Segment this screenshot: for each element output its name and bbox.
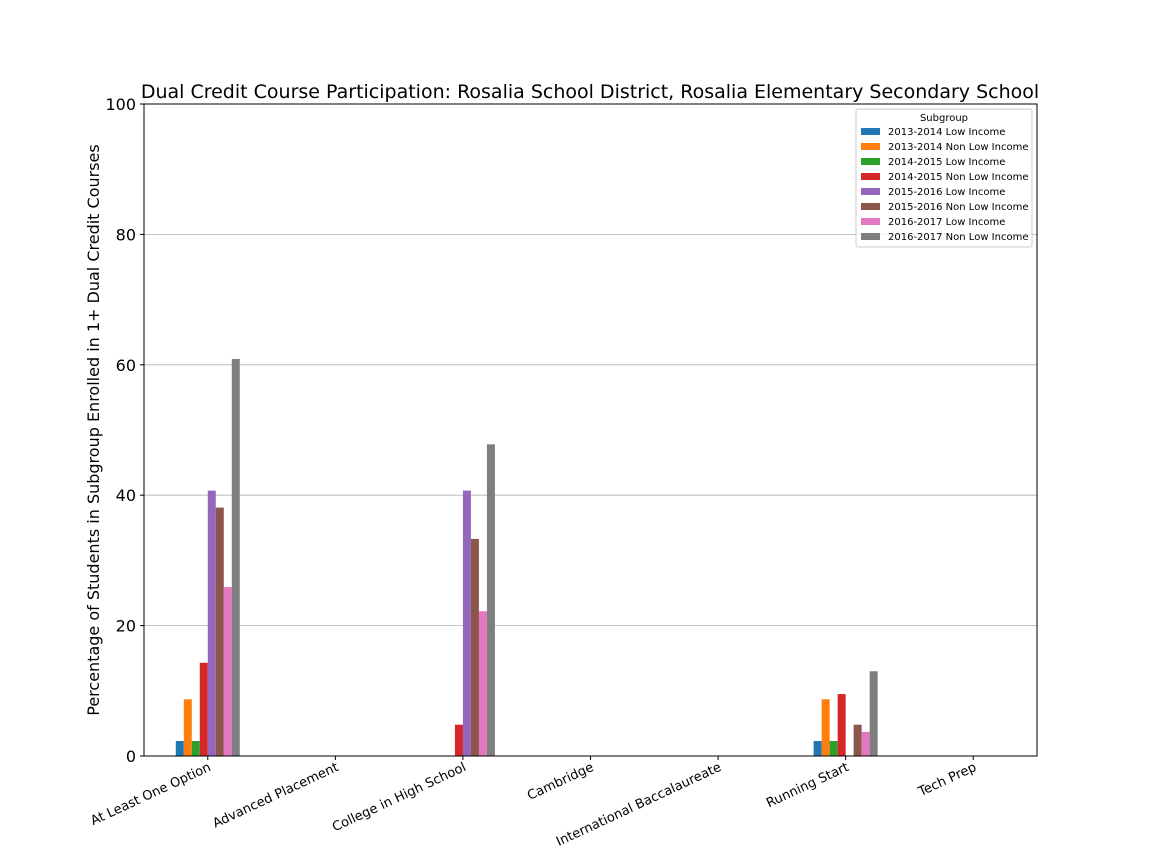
bar <box>853 724 862 756</box>
y-tick-label: 20 <box>116 617 136 636</box>
bar <box>207 490 216 756</box>
bar <box>821 699 830 756</box>
bar <box>470 538 479 756</box>
legend-entry: 2014-2015 Low Income <box>888 157 1005 168</box>
bar <box>175 741 184 756</box>
legend-swatch <box>861 158 880 165</box>
x-tick-label: Cambridge <box>525 760 596 804</box>
bar <box>869 671 878 756</box>
y-axis-label: Percentage of Students in Subgroup Enrol… <box>84 144 103 715</box>
y-tick-label: 100 <box>105 95 136 114</box>
bar <box>199 662 208 756</box>
bar <box>183 699 192 756</box>
bar <box>837 694 846 756</box>
legend-swatch <box>861 188 880 195</box>
x-tick-label: At Least One Option <box>89 760 214 829</box>
legend-entry: 2015-2016 Non Low Income <box>888 202 1028 213</box>
legend-entry: 2013-2014 Non Low Income <box>888 142 1028 153</box>
y-tick-label: 40 <box>116 486 136 505</box>
y-axis: 0 20 40 60 80 100 <box>105 95 144 766</box>
x-tick-label: Tech Prep <box>915 760 979 800</box>
bar <box>478 611 487 756</box>
chart-title: Dual Credit Course Participation: Rosali… <box>141 81 1039 103</box>
legend-entry: 2013-2014 Low Income <box>888 127 1005 138</box>
x-tick-label: Advanced Placement <box>211 760 341 831</box>
bar <box>829 741 838 756</box>
legend-entry: 2014-2015 Non Low Income <box>888 172 1028 183</box>
legend-entry: 2015-2016 Low Income <box>888 187 1005 198</box>
y-tick-label: 60 <box>116 356 136 375</box>
legend-swatch <box>861 218 880 225</box>
legend-entry: 2016-2017 Non Low Income <box>888 232 1028 243</box>
legend-swatch <box>861 203 880 210</box>
bars <box>175 358 878 756</box>
bar <box>191 741 200 756</box>
bar <box>454 724 463 756</box>
legend-swatch <box>861 233 880 240</box>
bar <box>486 444 495 756</box>
legend: Subgroup 2013-2014 Low Income 2013-2014 N… <box>855 108 1033 248</box>
bar <box>231 358 240 756</box>
y-tick-label: 80 <box>116 225 136 244</box>
legend-title: Subgroup <box>920 113 968 124</box>
bar <box>813 741 822 756</box>
legend-swatch <box>861 128 880 135</box>
bar <box>861 731 870 756</box>
bar <box>215 507 224 756</box>
bar <box>223 587 232 756</box>
x-tick-label: Running Start <box>764 760 851 811</box>
gridlines <box>144 233 1037 626</box>
legend-entry: 2016-2017 Low Income <box>888 217 1005 228</box>
legend-box <box>855 108 1033 248</box>
legend-swatch <box>861 143 880 150</box>
legend-swatch <box>861 173 880 180</box>
y-tick-label: 0 <box>126 747 136 766</box>
bar <box>462 490 471 756</box>
x-tick-label: College in High School <box>330 760 468 835</box>
